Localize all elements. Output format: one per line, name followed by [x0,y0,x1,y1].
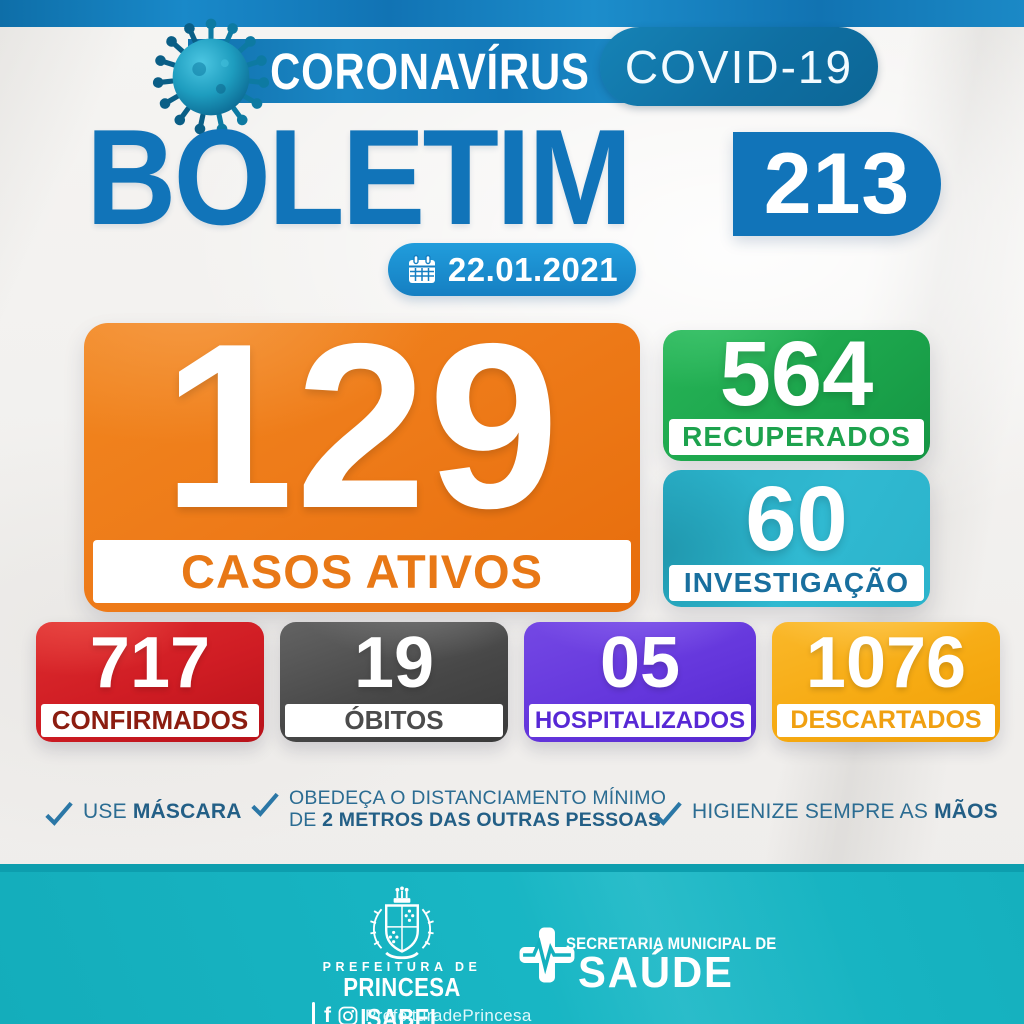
tip-text-line1: OBEDEÇA O DISTANCIAMENTO MÍNIMO [289,787,667,809]
city-name: PRINCESA ISABEL [343,972,461,1024]
coronavirus-icon [152,18,270,136]
date-text: 22.01.2021 [447,250,619,288]
hospitalized-label: HOSPITALIZADOS [529,704,751,737]
divider-bar [312,1002,315,1024]
tip-text-bold: MÁSCARA [132,800,242,823]
covid19-badge: COVID-19 [600,27,878,106]
tip-text-bold: 2 METROS DAS OUTRAS PESSOAS [322,809,662,831]
discarded-value: 1076 [805,623,967,703]
secretaria-label: SECRETARIA MUNICIPAL DE [566,934,777,953]
active-cases-value: 129 [162,323,562,557]
top-decor-band [0,0,1024,27]
social-row: f PrefeituradePrincesa [312,1002,532,1024]
health-cross-icon [519,927,575,983]
confirmed-value: 717 [89,623,211,703]
covid19-badge-label: COVID-19 [624,40,854,93]
card-discarded: 1076 DESCARTADOS [772,622,1000,742]
footer-band: PREFEITURA DE PRINCESA ISABEL f Prefeitu… [0,864,1024,1024]
coronavirus-title: CORONAVÍRUS [270,42,590,100]
recovered-value: 564 [719,330,874,425]
coronavirus-banner: CORONAVÍRUS [188,39,640,103]
tip-use-mask: USE MÁSCARA [44,800,242,827]
investigation-value: 60 [745,470,848,570]
card-active-cases: 129 CASOS ATIVOS [84,323,640,612]
tip-text-regular: DE [289,809,323,831]
hospitalized-value: 05 [599,623,681,703]
tip-text-regular: HIGIENIZE SEMPRE AS [692,800,935,823]
tip-text: HIGIENIZE SEMPRE AS MÃOS [692,800,998,824]
check-icon [45,801,73,826]
tip-text: USE MÁSCARA [83,800,242,824]
bulletin-number: 213 [763,135,911,232]
bulletin-title: BOLETIM [86,101,632,253]
recovered-label: RECUPERADOS [669,419,924,455]
facebook-icon: f [324,1003,331,1024]
check-icon [654,801,682,826]
deaths-value: 19 [353,623,435,703]
bulletin-number-badge: 213 [733,132,941,236]
instagram-icon [338,1006,358,1024]
social-handle: PrefeituradePrincesa [365,1005,532,1024]
tip-text-bold: MÃOS [934,800,998,823]
tip-text-regular: USE [83,800,133,823]
active-cases-label: CASOS ATIVOS [93,540,631,603]
card-investigation: 60 INVESTIGAÇÃO [663,470,930,607]
tip-text: OBEDEÇA O DISTANCIAMENTO MÍNIMO DE 2 MET… [289,787,666,831]
check-icon [251,792,279,817]
card-hospitalized: 05 HOSPITALIZADOS [524,622,756,742]
tip-distancing: OBEDEÇA O DISTANCIAMENTO MÍNIMO DE 2 MET… [250,787,666,831]
deaths-label: ÓBITOS [285,704,503,737]
tip-hygiene: HIGIENIZE SEMPRE AS MÃOS [653,800,998,827]
card-recovered: 564 RECUPERADOS [663,330,930,461]
investigation-label: INVESTIGAÇÃO [669,565,924,601]
calendar-icon [408,254,435,283]
city-coat-of-arms [370,886,434,960]
discarded-label: DESCARTADOS [777,704,995,737]
date-pill: 22.01.2021 [388,243,636,296]
card-deaths: 19 ÓBITOS [280,622,508,742]
prefeitura-label: PREFEITURA DE [322,960,482,974]
secretaria-name: SAÚDE [578,948,734,997]
card-confirmed: 717 CONFIRMADOS [36,622,264,742]
confirmed-label: CONFIRMADOS [41,704,259,737]
